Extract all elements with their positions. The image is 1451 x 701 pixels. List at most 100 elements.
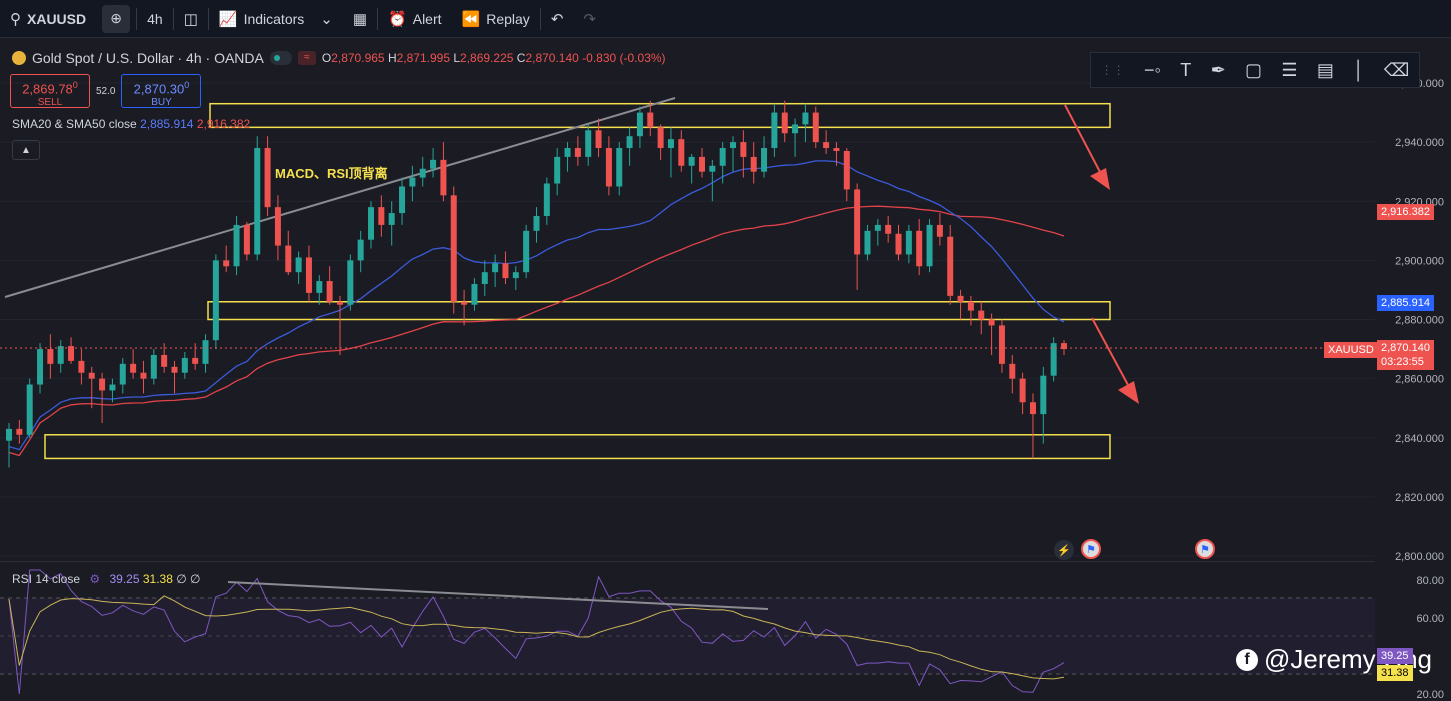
- candle-body: [68, 346, 75, 361]
- candle-body: [957, 295, 964, 302]
- spread-value: 52.0: [96, 85, 116, 97]
- sell-label: SELL: [37, 97, 63, 109]
- compare-plus-button[interactable]: ⊕: [102, 4, 131, 33]
- candle-body: [233, 224, 240, 267]
- horizontal-line-tool-icon[interactable]: −◦: [1144, 59, 1161, 80]
- rsi-ma-value: 31.38: [142, 572, 173, 586]
- candle-body: [1050, 343, 1057, 376]
- us-flag-event-icon[interactable]: ⚑: [1195, 539, 1215, 559]
- symbol-search[interactable]: ⚲ XAUUSD: [0, 0, 96, 38]
- undo-button[interactable]: ↶: [541, 0, 574, 38]
- candle-body: [647, 112, 654, 128]
- range-tool-icon[interactable]: ▤: [1316, 59, 1334, 80]
- buy-price-sup: 0: [184, 80, 190, 90]
- price-tick-label: 2,880.000: [1395, 315, 1444, 327]
- candle-body: [78, 360, 85, 373]
- collapse-legend-button[interactable]: ▲: [12, 140, 40, 160]
- rsi-extra: ∅ ∅: [176, 572, 201, 586]
- candle-body: [636, 112, 643, 137]
- zone-box: [207, 301, 1111, 321]
- separator: [377, 7, 379, 30]
- candle-body: [161, 354, 168, 367]
- rsi-tick-label: 80.00: [1416, 575, 1444, 587]
- arrow-annotation-2: [1091, 317, 1139, 404]
- sell-button[interactable]: 2,869.780 SELL: [10, 74, 90, 108]
- rsi-panel-divider: [0, 561, 1375, 562]
- rewind-icon: ⏪: [461, 10, 481, 28]
- layouts-button[interactable]: ▦: [343, 0, 377, 38]
- candle-body: [719, 148, 726, 166]
- trade-panel: 2,869.780 SELL 52.0 2,870.300 BUY: [10, 74, 202, 109]
- sma-legend: SMA20 & SMA50 close 2,885.914 2,916.382: [12, 117, 250, 131]
- text-tool-icon[interactable]: T: [1180, 59, 1192, 80]
- candle-body: [523, 230, 530, 273]
- candle-body: [802, 112, 809, 125]
- alert-label: Alert: [412, 10, 442, 27]
- candle-body: [854, 189, 861, 255]
- eraser-tool-icon[interactable]: ⌫: [1383, 59, 1410, 80]
- rsi-settings-icon[interactable]: ⚙: [89, 572, 101, 586]
- data-problem-icon[interactable]: ≈: [297, 51, 316, 65]
- price-chart[interactable]: 2,960.0002,940.0002,920.0002,900.0002,88…: [0, 39, 1451, 701]
- candle-body: [16, 428, 23, 435]
- candles-group: [6, 100, 1067, 468]
- lightning-event-icon[interactable]: ⚡: [1054, 540, 1074, 560]
- sma-label: SMA20 & SMA50 close: [12, 117, 137, 131]
- candle-body: [264, 148, 271, 208]
- candle-body: [823, 142, 830, 149]
- drag-handle-icon[interactable]: ⋮⋮: [1100, 63, 1125, 77]
- vertical-line-tool-icon[interactable]: │: [1353, 59, 1365, 80]
- symbol-label: XAUUSD: [27, 10, 87, 27]
- change-value: -0.830 (-0.03%): [582, 51, 666, 65]
- gold-icon: [12, 51, 26, 65]
- candle-body: [399, 186, 406, 214]
- candle-body: [140, 372, 147, 379]
- rsi-legend: RSI 14 close ⚙ 39.25 31.38 ∅ ∅: [12, 572, 201, 586]
- candle-body: [895, 233, 902, 255]
- buy-button[interactable]: 2,870.300 BUY: [121, 74, 202, 109]
- buy-label: BUY: [151, 97, 172, 109]
- candle-body: [667, 139, 674, 149]
- indicators-button[interactable]: 📈 Indicators ⌄: [209, 0, 343, 38]
- trendline-rsi: [227, 581, 769, 610]
- facebook-icon: f: [1236, 648, 1258, 671]
- candle-body: [1040, 375, 1047, 415]
- chevron-down-icon[interactable]: ⌄: [320, 10, 333, 28]
- rsi-tick-label: 60.00: [1416, 613, 1444, 625]
- candle-body: [88, 372, 95, 379]
- sma50-line: [8, 205, 1065, 457]
- candle-body: [916, 230, 923, 267]
- candle-body: [450, 195, 457, 302]
- candle-body: [223, 260, 230, 267]
- redo-button[interactable]: ↷: [573, 0, 606, 38]
- rectangle-tool-icon[interactable]: ▢: [1245, 59, 1263, 80]
- price-tick-label: 2,820.000: [1395, 492, 1444, 504]
- instrument-name: Gold Spot / U.S. Dollar · 4h · OANDA: [32, 50, 264, 66]
- candle-body: [1061, 343, 1067, 350]
- rsi-value: 39.25: [109, 572, 140, 586]
- candle-body: [378, 207, 385, 225]
- candle-body: [626, 136, 633, 149]
- alert-button[interactable]: ⏰ Alert: [378, 0, 451, 38]
- sma20-value: 2,885.914: [140, 117, 194, 131]
- candle-body: [502, 263, 509, 279]
- replay-button[interactable]: ⏪ Replay: [452, 0, 540, 38]
- candle-body: [409, 177, 416, 187]
- chart-type-button[interactable]: ◫: [174, 0, 208, 38]
- candle-countdown: 03:23:55: [1381, 356, 1424, 368]
- market-status-icon[interactable]: [269, 51, 292, 65]
- candle-body: [419, 168, 426, 178]
- sma20-price-label: 2,885.914: [1377, 295, 1434, 311]
- candle-body: [833, 148, 840, 151]
- candle-body: [616, 148, 623, 187]
- interval-button[interactable]: 4h: [137, 0, 173, 38]
- candle-body: [6, 428, 12, 441]
- us-flag-event-icon[interactable]: ⚑: [1081, 539, 1101, 559]
- brush-tool-icon[interactable]: ✒: [1210, 59, 1226, 80]
- zone-box: [44, 434, 1111, 460]
- candle-body: [368, 207, 375, 240]
- settings-sliders-icon[interactable]: ☰: [1281, 59, 1298, 80]
- divergence-annotation: MACD、RSI顶背离: [275, 166, 388, 181]
- indicators-icon: 📈: [218, 10, 238, 28]
- price-tick-label: 2,900.000: [1395, 255, 1444, 267]
